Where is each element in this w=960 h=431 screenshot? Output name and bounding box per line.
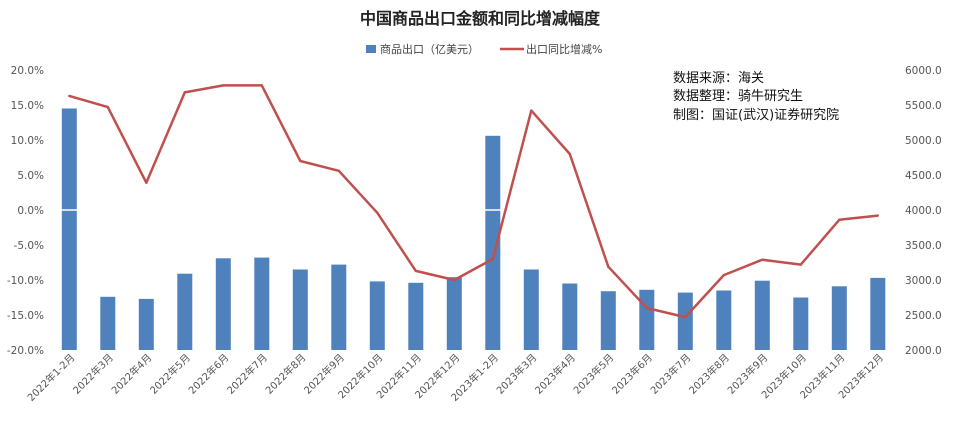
bar (754, 280, 770, 350)
y-right-tick-label: 2500.0 (905, 310, 942, 322)
bar (100, 296, 116, 350)
bar (677, 292, 693, 350)
bar (793, 297, 809, 350)
y-right-tick-label: 6000.0 (905, 65, 942, 77)
line-point (607, 265, 610, 268)
y-right-tick-label: 5000.0 (905, 135, 942, 147)
line-point (299, 159, 302, 163)
y-left-tick-label: 0.0% (17, 205, 44, 217)
y-right-tick-label: 5500.0 (905, 100, 942, 112)
bar (870, 277, 886, 350)
source-annotation: 数据来源：海关 数据整理：骑牛研究生 制图：国证(武汉)证券研究院 (673, 71, 839, 123)
y-axis-left: -20.0% -15.0% -10.0% -5.0% 0.0% 5.0% 10.0% 15.0… (7, 65, 44, 357)
line-point (568, 152, 571, 156)
annotation-line-source: 数据来源：海关 (673, 71, 764, 86)
y-right-tick-label: 4500.0 (905, 170, 942, 182)
y-left-tick-label: 20.0% (11, 65, 44, 77)
line-point (761, 258, 764, 261)
y-right-tick-label: 3500.0 (905, 240, 942, 252)
legend-bar-label: 商品出口（亿美元） (380, 42, 479, 56)
line-point (106, 105, 110, 109)
line-point (145, 181, 148, 184)
bar (254, 257, 270, 350)
bar (716, 290, 732, 350)
line-point (183, 91, 186, 94)
y-right-tick-label: 3000.0 (905, 275, 942, 287)
line-point (799, 263, 802, 266)
legend: 商品出口（亿美元） 出口同比增减% (366, 42, 602, 56)
y-left-tick-label: 15.0% (11, 100, 44, 112)
chart-title: 中国商品出口金额和同比增减幅度 (360, 9, 601, 28)
bar-series (61, 108, 886, 350)
bar (639, 289, 655, 350)
y-left-tick-label: 5.0% (17, 170, 44, 182)
y-right-tick-label: 2000.0 (905, 345, 942, 357)
line-point (722, 273, 725, 277)
bar (831, 286, 847, 350)
y-left-tick-label: 10.0% (11, 135, 44, 147)
bar (292, 269, 308, 350)
line-point (222, 84, 225, 87)
line-point (491, 257, 494, 261)
annotation-line-producer: 制图：国证(武汉)证券研究院 (673, 107, 839, 123)
y-left-tick-label: -5.0% (14, 240, 44, 252)
line-point (453, 278, 456, 282)
y-left-tick-label: -15.0% (7, 310, 44, 322)
bar (61, 108, 77, 350)
y-left-tick-label: -10.0% (7, 275, 44, 287)
line-point (68, 94, 71, 98)
bar (408, 282, 424, 350)
line-point (645, 306, 648, 310)
bar (523, 269, 539, 350)
line-point (684, 315, 687, 319)
bar (600, 291, 616, 350)
bar (446, 277, 462, 350)
y-axis-right: 2000.0 2500.0 3000.0 3500.0 4000.0 4500.0 5000… (905, 65, 942, 357)
legend-bar-swatch (366, 45, 376, 53)
line-point (337, 169, 340, 172)
bar (369, 281, 385, 350)
bar (485, 135, 501, 350)
line-series (68, 84, 879, 319)
bar (215, 258, 231, 350)
line-point (260, 84, 263, 87)
line-point (530, 109, 533, 112)
bar (562, 283, 578, 350)
y-left-tick-label: -20.0% (7, 345, 44, 357)
legend-line-label: 出口同比增减% (526, 42, 602, 56)
annotation-line-compiler: 数据整理：骑牛研究生 (673, 89, 803, 104)
bar (138, 298, 154, 350)
y-right-tick-label: 4000.0 (905, 205, 942, 217)
line-point (376, 211, 379, 214)
yoy-line (68, 84, 878, 319)
bar (177, 273, 193, 350)
line-point (414, 269, 417, 273)
bar (331, 264, 347, 350)
line-point (876, 214, 879, 217)
line-point (838, 218, 841, 221)
